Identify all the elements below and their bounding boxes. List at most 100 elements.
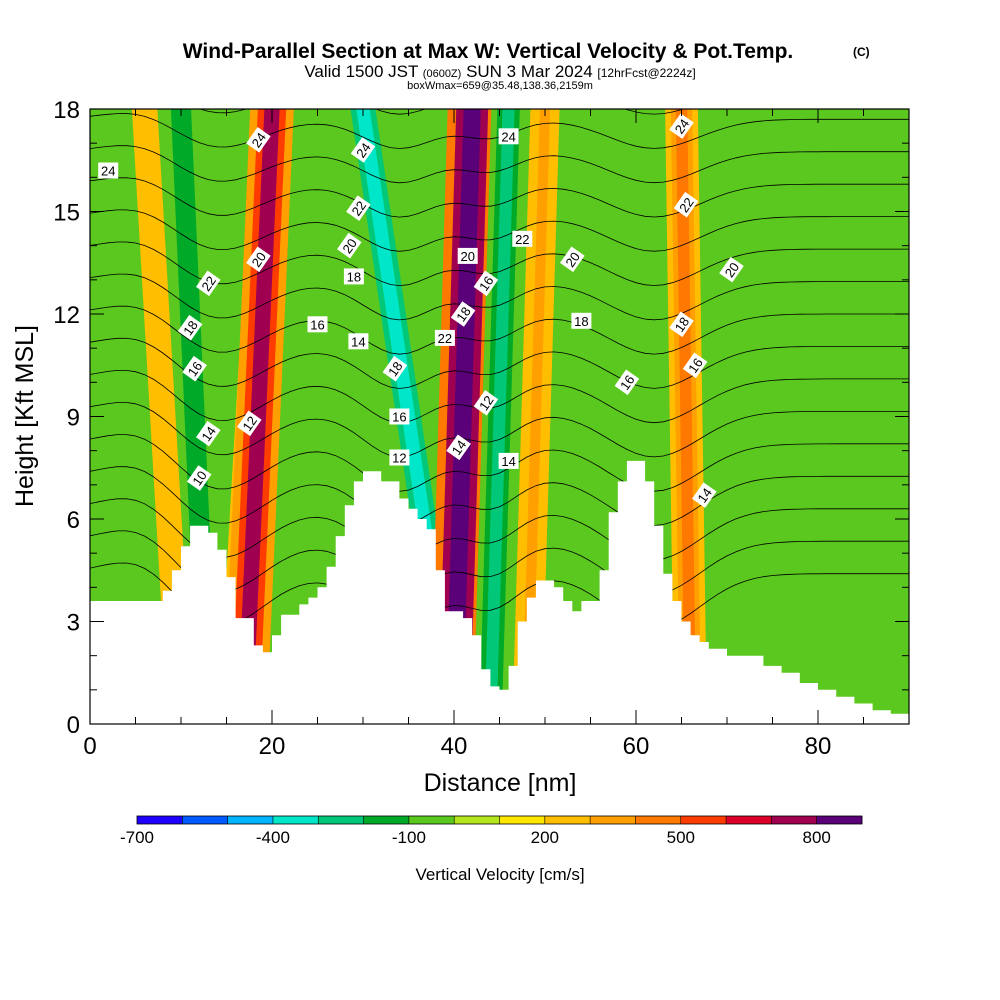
theta-contour-label: 18 <box>343 268 364 285</box>
contour-label-bg <box>450 301 476 327</box>
colorbar-swatch <box>726 816 772 824</box>
contour-label-text: 14 <box>351 334 365 349</box>
velocity-band <box>675 109 697 724</box>
velocity-band <box>484 109 515 724</box>
contour-label-bg <box>457 247 478 264</box>
contour-label-text: 22 <box>515 232 529 247</box>
x-tick-label: 20 <box>259 733 286 760</box>
contour-label-text: 14 <box>694 485 715 505</box>
x-tick-label: 0 <box>83 733 96 760</box>
theta-contour-line <box>90 434 909 492</box>
theta-contour-label: 20 <box>337 232 362 259</box>
contour-label-text: 20 <box>562 249 583 269</box>
contour-label-text: 12 <box>392 451 406 466</box>
theta-contour-label: 22 <box>512 230 533 247</box>
theta-contour-label: 14 <box>348 333 369 350</box>
contour-label-text: 20 <box>460 249 474 264</box>
contour-label-bg <box>571 312 592 329</box>
contour-label-bg <box>498 128 519 145</box>
y-tick-label: 15 <box>53 200 80 227</box>
colorbar-swatch <box>816 816 863 824</box>
contour-label-bg <box>673 191 699 218</box>
contour-label-text: 10 <box>189 468 210 488</box>
chart-title-mark: (C) <box>853 45 870 59</box>
theta-contour-label: 16 <box>614 369 640 396</box>
contour-label-text: 16 <box>617 372 638 392</box>
contour-label-bg <box>307 316 328 333</box>
contour-label-bg <box>473 270 499 297</box>
theta-contour-label: 18 <box>382 355 408 382</box>
contour-label-bg <box>348 333 369 350</box>
contour-label-text: 14 <box>198 424 219 444</box>
contour-label-text: 16 <box>310 317 324 332</box>
subtitle-utc: (0600Z) <box>423 68 462 80</box>
contour-label-text: 18 <box>347 269 361 284</box>
theta-contour-label: 16 <box>473 270 499 297</box>
theta-contour-line <box>90 466 909 527</box>
theta-contour-label: 22 <box>346 195 371 221</box>
theta-contour-label: 24 <box>498 128 519 145</box>
plot-area: 24 24 24 24 24 22 22 22 22 22 20 20 20 20 20 18 18 18 18 18… <box>90 109 909 724</box>
colorbar-swatch <box>227 816 274 824</box>
colorbar-swatch <box>680 816 727 824</box>
theta-contour-label: 18 <box>450 301 476 327</box>
contour-label-text: 18 <box>453 304 474 324</box>
colorbar-swatch <box>544 816 591 824</box>
theta-contour-line <box>90 209 909 252</box>
chart-title: Wind-Parallel Section at Max W: Vertical… <box>183 40 794 63</box>
x-tick-label: 80 <box>805 733 832 760</box>
contour-labels: 24 24 24 24 24 22 22 22 22 22 20 20 20 20 20 18 18 18 18 18… <box>98 113 744 508</box>
contour-label-bg <box>196 420 221 447</box>
colorbar-tick-label: -400 <box>256 828 290 847</box>
terrain <box>90 460 909 724</box>
colorbar-tick-label: -100 <box>392 828 426 847</box>
colorbar-swatch <box>408 816 455 824</box>
theta-contour-label: 14 <box>498 452 519 469</box>
theta-contour-label: 18 <box>177 314 203 341</box>
subtitle-fcst: [12hrFcst@2224z] <box>597 66 695 80</box>
theta-contour-label: 12 <box>473 390 499 416</box>
contour-label-text: 18 <box>574 314 588 329</box>
theta-contour-label: 18 <box>571 312 592 329</box>
theta-contour-label: 16 <box>307 316 328 333</box>
colorbar-tick-label: 800 <box>803 828 831 847</box>
chart-subtitle-2: boxWmax=659@35.48,138.36,2159m <box>407 80 593 92</box>
y-tick-label: 6 <box>67 507 80 534</box>
contour-label-bg <box>382 355 408 382</box>
contour-label-bg <box>669 113 694 139</box>
theta-contour-label: 24 <box>350 137 376 163</box>
contour-label-text: 22 <box>198 273 219 293</box>
colorbar: -700 -400 -100 200 500 800 <box>120 815 863 847</box>
contour-label-text: 20 <box>249 249 270 269</box>
colorbar-swatch <box>363 816 410 824</box>
theta-contour-line <box>90 241 909 287</box>
theta-contour-label: 20 <box>457 247 478 264</box>
theta-contour-label: 20 <box>246 246 271 273</box>
colorbar-swatch <box>272 816 319 824</box>
contour-label-bg <box>669 311 694 338</box>
contour-label-bg <box>434 329 455 346</box>
contour-label-text: 22 <box>438 331 452 346</box>
theta-contour-label: 14 <box>196 420 221 447</box>
colorbar-swatch <box>635 816 682 824</box>
contour-label-text: 20 <box>722 260 743 280</box>
contour-label-text: 20 <box>339 236 360 256</box>
y-axis-title: Height [Kft MSL] <box>11 325 39 507</box>
chart-subtitle: Valid 1500 JST (0600Z) SUN 3 Mar 2024 [1… <box>304 62 695 81</box>
theta-contour-line <box>90 273 909 321</box>
contour-label-bg <box>473 390 499 416</box>
contour-label-text: 18 <box>180 318 201 338</box>
colorbar-tick-label: 200 <box>531 828 559 847</box>
contour-label-bg <box>389 449 410 466</box>
contour-label-text: 24 <box>101 164 115 179</box>
theta-contour-line <box>90 337 909 389</box>
y-tick-label: 0 <box>67 712 80 739</box>
velocity-band <box>740 109 769 724</box>
contour-label-text: 14 <box>449 437 470 457</box>
theta-contour-line <box>90 177 909 218</box>
colorbar-swatch <box>137 816 183 824</box>
y-tick-label: 18 <box>53 97 80 124</box>
contour-label-text: 24 <box>353 140 374 160</box>
x-tick-label: 60 <box>623 733 650 760</box>
